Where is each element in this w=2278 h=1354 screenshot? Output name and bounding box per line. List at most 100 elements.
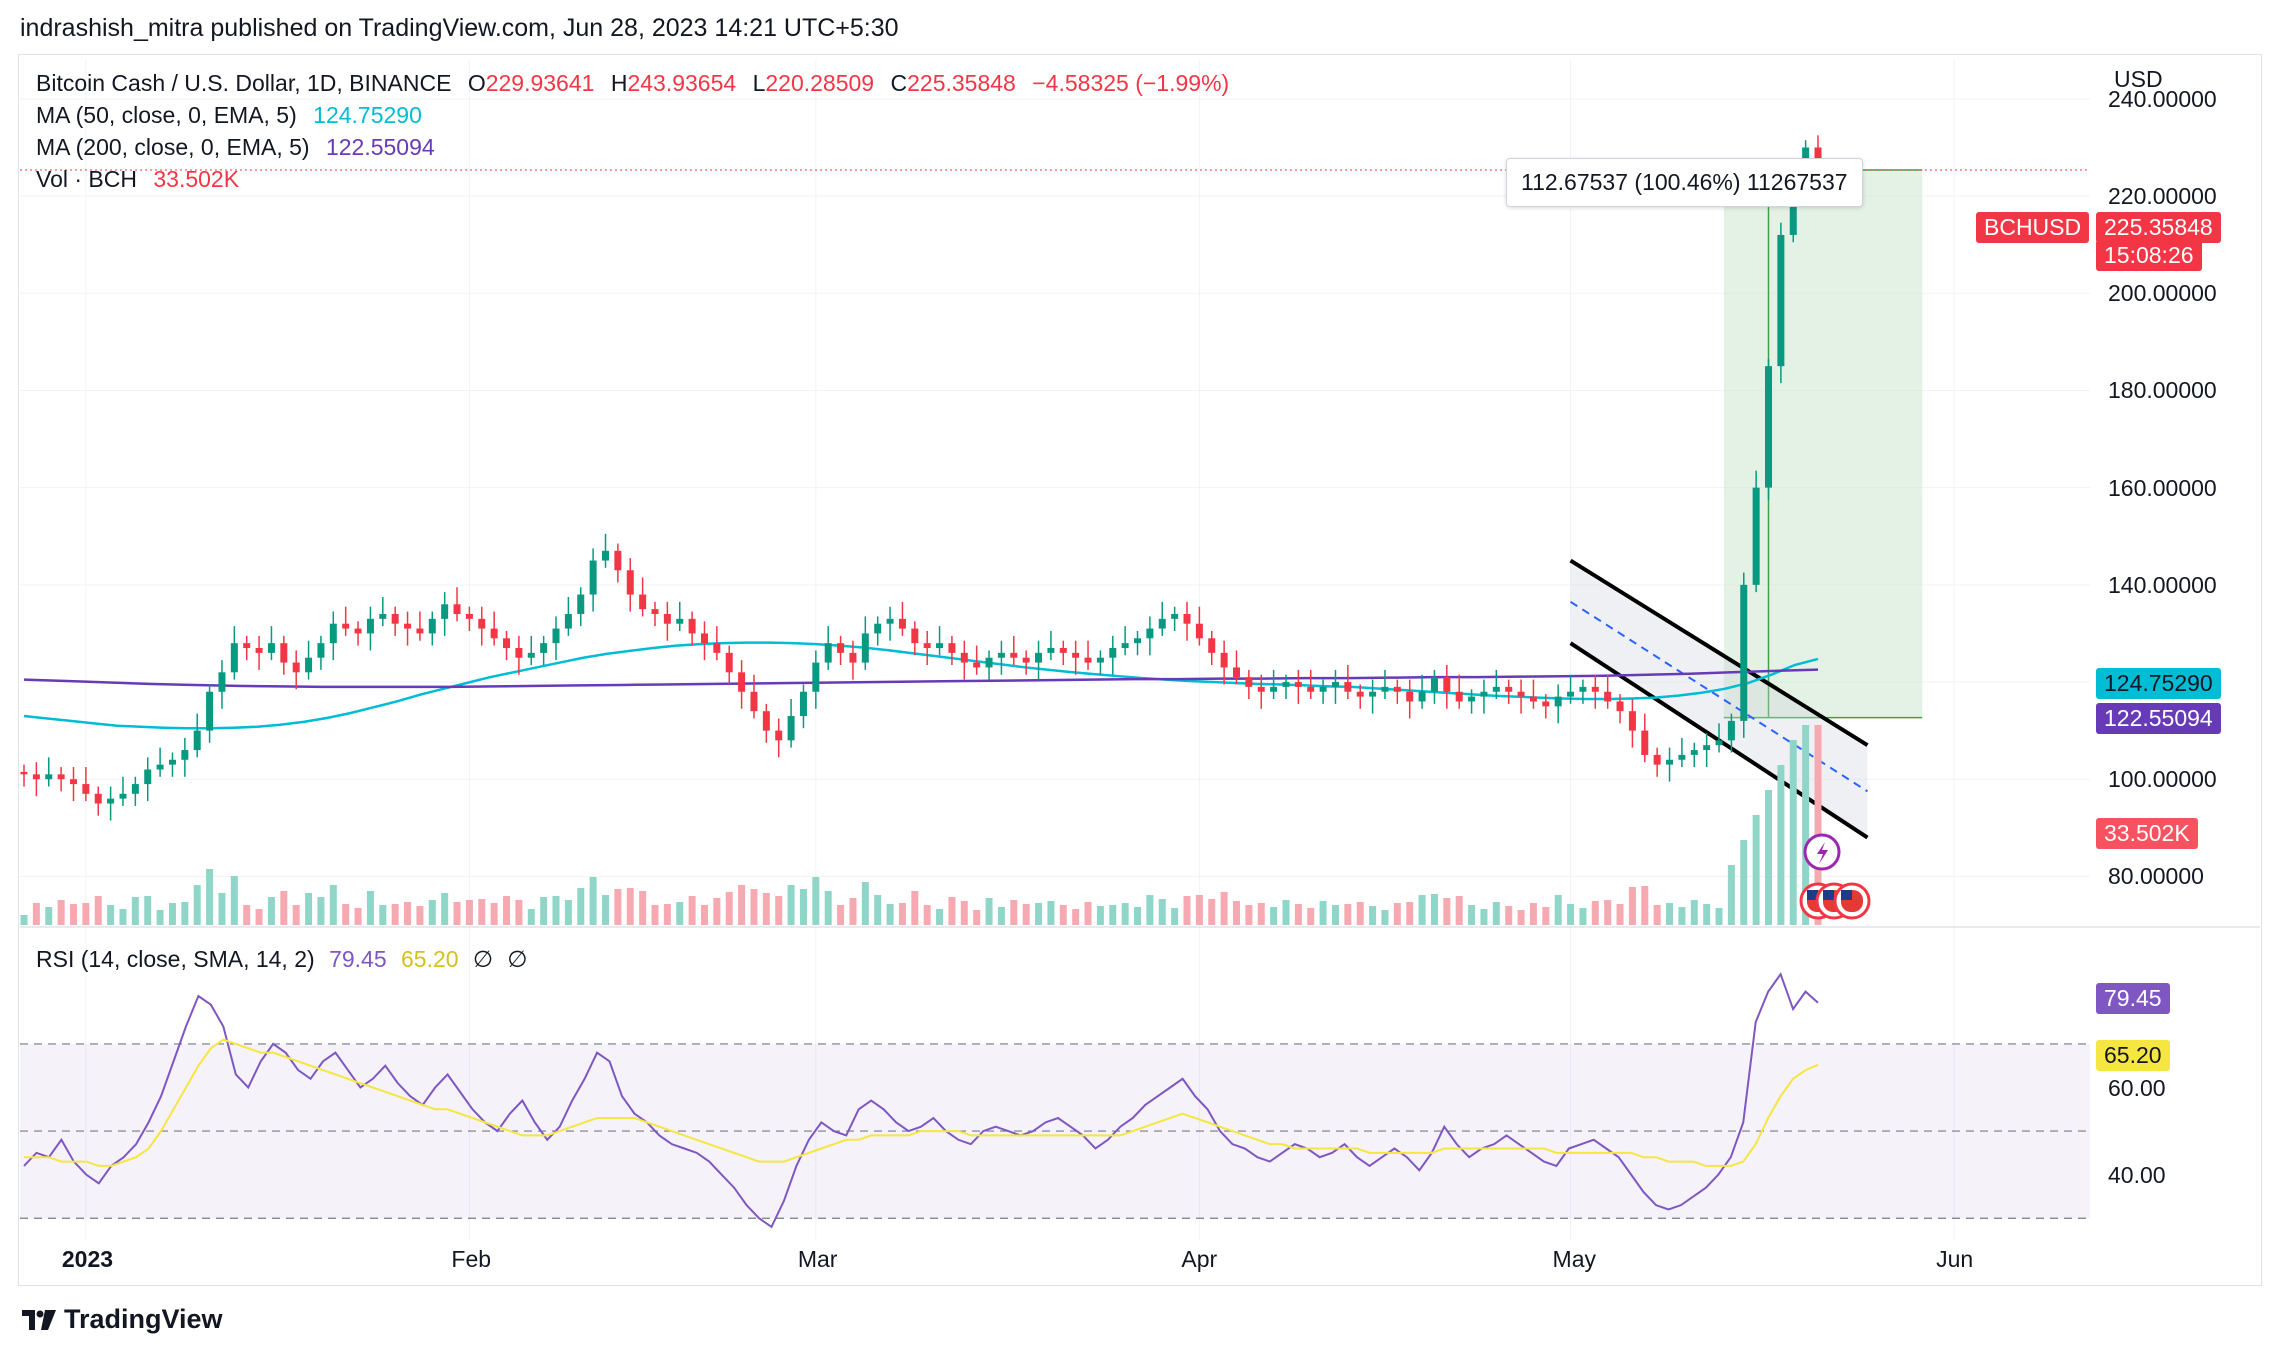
candle-body xyxy=(453,604,461,614)
candle-body xyxy=(997,652,1005,658)
candle-body xyxy=(230,643,238,673)
volume-bar xyxy=(1591,901,1599,925)
legend-low: L220.28509 xyxy=(752,70,875,96)
chart-frame[interactable] xyxy=(18,54,2262,1286)
candle-body xyxy=(1529,696,1537,702)
volume-bar xyxy=(1171,908,1179,925)
candle-body xyxy=(824,643,832,663)
rsi-sma-badge: 65.20 xyxy=(2096,1040,2170,1071)
candle-body xyxy=(1319,686,1327,692)
candle-body xyxy=(1505,686,1513,692)
channel-upper-line xyxy=(1569,558,1869,747)
volume-bar xyxy=(861,882,869,925)
volume-bar xyxy=(1344,904,1352,925)
volume-bar xyxy=(1183,896,1191,925)
candle-body xyxy=(1195,623,1203,639)
volume-bar xyxy=(837,905,845,925)
legend-ma50[interactable]: MA (50, close, 0, EMA, 5) 124.75290 xyxy=(36,102,432,129)
candle-body xyxy=(1109,648,1117,658)
volume-bar xyxy=(193,885,201,925)
volume-bar xyxy=(602,895,610,925)
rsi-label: RSI (14, close, SMA, 14, 2) xyxy=(36,946,315,972)
volume-bar xyxy=(1418,895,1426,925)
volume-bar xyxy=(1505,906,1513,925)
tradingview-logo[interactable]: TradingView xyxy=(22,1304,223,1335)
candle-body xyxy=(1715,740,1723,746)
volume-bar xyxy=(45,907,53,925)
volume-bar xyxy=(639,891,647,925)
candle-body xyxy=(168,759,176,765)
tradingview-logo-icon xyxy=(22,1309,56,1330)
volume-bar xyxy=(713,898,721,925)
volume-bar xyxy=(1257,903,1265,925)
volume-bar xyxy=(960,901,968,925)
rsi-legend[interactable]: RSI (14, close, SMA, 14, 2) 79.45 65.20 … xyxy=(36,946,527,973)
volume-bar xyxy=(886,904,894,925)
candle-body xyxy=(1171,613,1179,619)
candle-body xyxy=(725,652,733,673)
lightning-icon-bolt xyxy=(1817,842,1828,864)
candle-body xyxy=(354,628,362,634)
volume-bar xyxy=(1567,904,1575,925)
candle-body xyxy=(1059,648,1067,653)
volume-bar xyxy=(1468,905,1476,925)
volume-bar xyxy=(775,896,783,925)
candle-body xyxy=(614,550,622,571)
volume-bar xyxy=(342,904,350,925)
legend-volume[interactable]: Vol · BCH 33.502K xyxy=(36,166,249,193)
ma50-line xyxy=(23,641,1819,730)
volume-bar xyxy=(1010,900,1018,925)
candle-body xyxy=(1653,754,1661,765)
volume-bar xyxy=(156,910,164,925)
candle-body xyxy=(292,662,300,673)
candle-body xyxy=(1406,691,1414,702)
candle-body xyxy=(1022,657,1030,663)
volume-bar xyxy=(577,888,585,925)
candle-body xyxy=(1146,628,1154,639)
volume-bar xyxy=(725,892,733,925)
candle-body xyxy=(342,623,350,629)
candle-body xyxy=(812,662,820,692)
candle-body xyxy=(1727,720,1735,741)
volume-bar xyxy=(738,885,746,925)
candlesticks xyxy=(20,135,1822,821)
volume-bar xyxy=(490,903,498,925)
candle-body xyxy=(1245,677,1253,687)
volume-bar xyxy=(366,891,374,925)
candle-body xyxy=(750,691,758,712)
volume-bar xyxy=(354,908,362,925)
candle-body xyxy=(416,628,424,634)
candle-body xyxy=(1356,691,1364,697)
candle-body xyxy=(1294,682,1302,687)
ma200-value: 122.55094 xyxy=(325,134,435,160)
volume-bar xyxy=(1529,903,1537,925)
volume-bar xyxy=(1740,840,1748,925)
volume-bar xyxy=(564,900,572,925)
volume-bar xyxy=(317,897,325,925)
legend-ma200[interactable]: MA (200, close, 0, EMA, 5) 122.55094 xyxy=(36,134,445,161)
volume-bar xyxy=(626,888,634,925)
volume-bar xyxy=(69,904,77,925)
volume-bar xyxy=(1393,903,1401,925)
candle-body xyxy=(156,764,164,770)
volume-bar xyxy=(1232,901,1240,925)
candle-body xyxy=(82,784,90,794)
event-flags xyxy=(1799,833,1871,920)
candle-body xyxy=(663,613,671,624)
last-price-badge: 225.35848 xyxy=(2096,212,2221,243)
volume-bar xyxy=(1294,904,1302,925)
ma200-label: MA (200, close, 0, EMA, 5) xyxy=(36,134,310,160)
us-flag-icon-canton xyxy=(1807,890,1818,900)
volume-bar xyxy=(267,897,275,925)
volume-bar xyxy=(1616,904,1624,925)
volume-bar xyxy=(1356,902,1364,925)
candle-body xyxy=(1554,696,1562,707)
candle-body xyxy=(1220,652,1228,668)
candle-body xyxy=(193,730,201,751)
publisher-line: indrashish_mitra published on TradingVie… xyxy=(20,14,899,42)
volume-bar xyxy=(799,889,807,925)
time-tick-label: May xyxy=(1552,1246,1596,1272)
volume-bar xyxy=(688,896,696,925)
candle-body xyxy=(69,779,77,785)
